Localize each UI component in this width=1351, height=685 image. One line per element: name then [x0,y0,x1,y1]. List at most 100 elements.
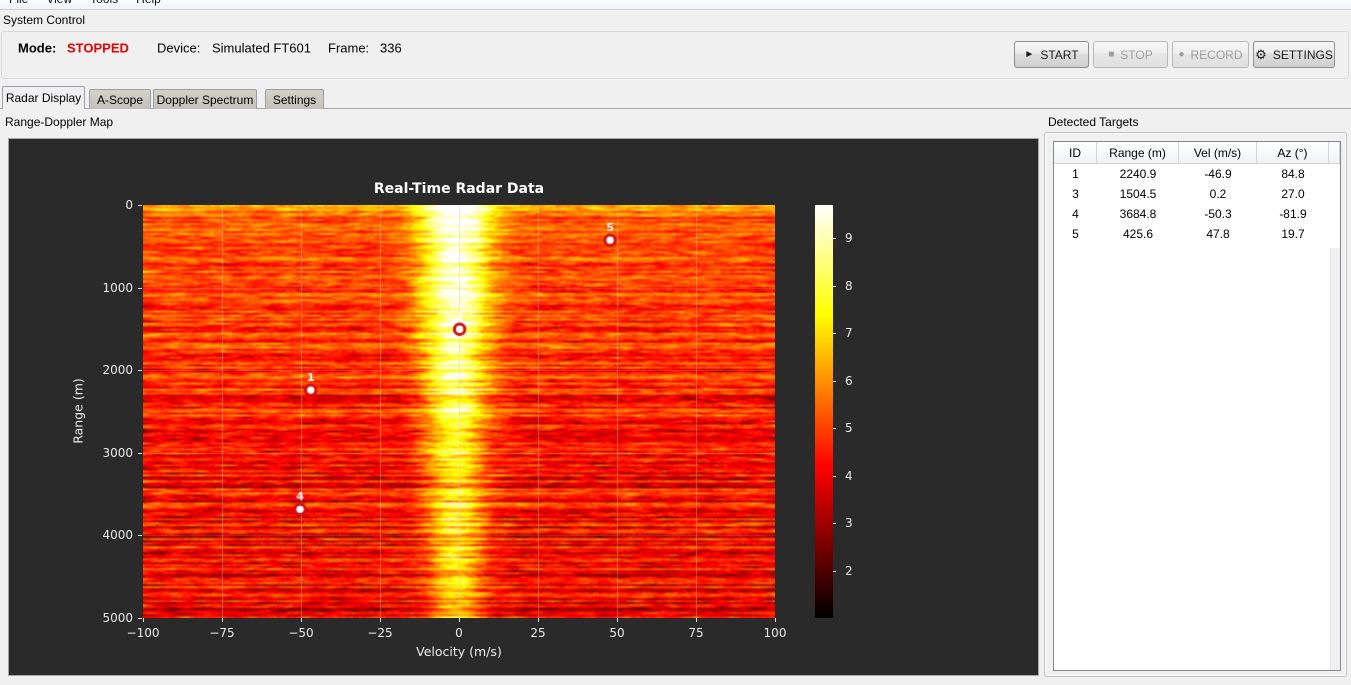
start-button[interactable]: ► START [1014,41,1089,68]
y-tick-mark [138,205,142,206]
x-tick-mark [459,618,460,622]
colorbar-tick-label: 4 [845,468,853,483]
table-cell: 3684.8 [1119,207,1157,221]
record-button[interactable]: ● RECORD [1172,41,1249,68]
y-tick-label: 4000 [102,528,133,543]
record-icon: ● [1178,48,1185,60]
y-tick-mark [138,370,142,372]
x-tick-mark [775,618,776,622]
settings-button-label: SETTINGS [1272,47,1333,62]
table-header: ID Range (m) Vel (m/s) Az (°) [1054,142,1340,164]
frame-label: Frame: [328,40,370,56]
chart-title: Real-Time Radar Data [373,181,545,197]
x-tick-mark [380,618,381,622]
tab-radar-display[interactable]: Radar Display [2,86,85,109]
colorbar-tick-label: 6 [845,373,853,388]
colorbar-tick-label: 8 [845,278,853,293]
table-cell: 0.2 [1209,187,1227,201]
x-tick-mark [538,618,539,622]
column-header-0[interactable]: ID [1054,142,1097,164]
table-cell: 4 [1072,207,1079,221]
menu-file[interactable]: File [0,0,37,9]
range-doppler-map-panel: Real-Time Radar Data Velocity (m/s) Rang… [8,138,1039,676]
x-tick-mark [301,618,302,622]
table-cell: -81.9 [1279,207,1307,221]
table-cell: 3 [1072,187,1079,201]
y-tick-label: 0 [125,198,133,212]
table-cell: 84.8 [1281,167,1305,181]
column-header-3[interactable]: Az (°) [1257,142,1329,164]
table-cell: 1504.5 [1119,187,1157,201]
settings-icon: ⚙ [1255,47,1267,62]
table-cell: -50.3 [1204,207,1232,221]
colorbar-tick-mark [833,428,836,430]
tab-pane-border [0,108,1351,109]
colorbar-tick-mark [833,475,836,477]
table-scrollbar-track[interactable] [1330,248,1340,670]
stop-button[interactable]: ■ STOP [1093,41,1168,68]
start-button-label: START [1040,47,1079,62]
y-tick-label: 1000 [102,280,133,295]
record-button-label: RECORD [1190,47,1243,62]
y-tick-mark [138,618,142,619]
menu-bar: FileViewToolsHelp [0,0,1351,10]
range-doppler-heatmap [143,205,775,618]
x-tick-label: 50 [609,626,625,640]
tab-a-scope[interactable]: A-Scope [89,89,151,109]
y-tick-mark [138,535,142,537]
x-tick-label: 0 [455,626,463,640]
detected-targets-groupbox [1044,132,1347,677]
y-tick-label: 2000 [102,363,133,378]
x-tick-label: −100 [126,626,160,640]
y-tick-label: 3000 [102,445,133,460]
detected-targets-table: ID Range (m) Vel (m/s) Az (°) 1 2240.9 -46.9 8… [1053,141,1341,671]
colorbar-tick-label: 2 [845,563,853,578]
colorbar-tick-label: 9 [845,231,853,246]
table-row[interactable]: 1 2240.9 -46.9 84.8 [1054,164,1340,184]
table-cell: 425.6 [1122,227,1154,241]
table-cell: 19.7 [1281,227,1305,241]
tab-doppler-spectrum[interactable]: Doppler Spectrum [153,89,257,109]
range-doppler-map-label: Range-Doppler Map [5,115,114,129]
table-cell: 1 [1072,167,1079,181]
x-tick-label: −75 [209,626,235,640]
x-axis-label: Velocity (m/s) [416,644,502,659]
menu-view[interactable]: View [37,0,81,9]
tab-settings[interactable]: Settings [265,89,324,109]
table-cell: 27.0 [1281,187,1305,201]
x-tick-label: −25 [367,626,393,640]
menu-help[interactable]: Help [127,0,170,9]
y-tick-mark [138,287,142,289]
x-tick-label: 100 [763,626,787,640]
device-value: Simulated FT601 [212,40,311,56]
frame-value: 336 [380,40,402,56]
column-header-filler [1329,142,1340,164]
menu-tools[interactable]: Tools [81,0,127,9]
x-tick-mark [222,618,223,622]
column-header-1[interactable]: Range (m) [1097,142,1179,164]
y-tick-label: 5000 [102,611,133,625]
radar-figure: Real-Time Radar Data Velocity (m/s) Rang… [9,139,1038,675]
stop-icon: ■ [1108,48,1115,60]
colorbar-tick-mark [833,285,836,287]
table-row[interactable]: 4 3684.8 -50.3 -81.9 [1054,204,1340,224]
y-axis-label: Range (m) [70,378,86,444]
table-row[interactable]: 3 1504.5 0.2 27.0 [1054,184,1340,204]
system-control-label: System Control [3,13,86,27]
table-cell: 5 [1072,227,1079,241]
colorbar-tick-mark [833,380,836,382]
colorbar-tick-label: 5 [845,421,853,436]
colorbar-tick-mark [833,333,836,335]
colorbar-tick-mark [833,523,836,525]
settings-button[interactable]: ⚙ SETTINGS [1253,41,1335,68]
table-cell: 47.8 [1206,227,1230,241]
mode-label: Mode: [18,40,57,56]
x-tick-label: 75 [688,626,704,640]
system-control-toolbar [1,31,1349,79]
table-cell: 2240.9 [1119,167,1157,181]
detected-targets-label: Detected Targets [1048,115,1139,129]
column-header-2[interactable]: Vel (m/s) [1179,142,1257,164]
mode-value: STOPPED [67,40,129,56]
table-row[interactable]: 5 425.6 47.8 19.7 [1054,224,1340,244]
